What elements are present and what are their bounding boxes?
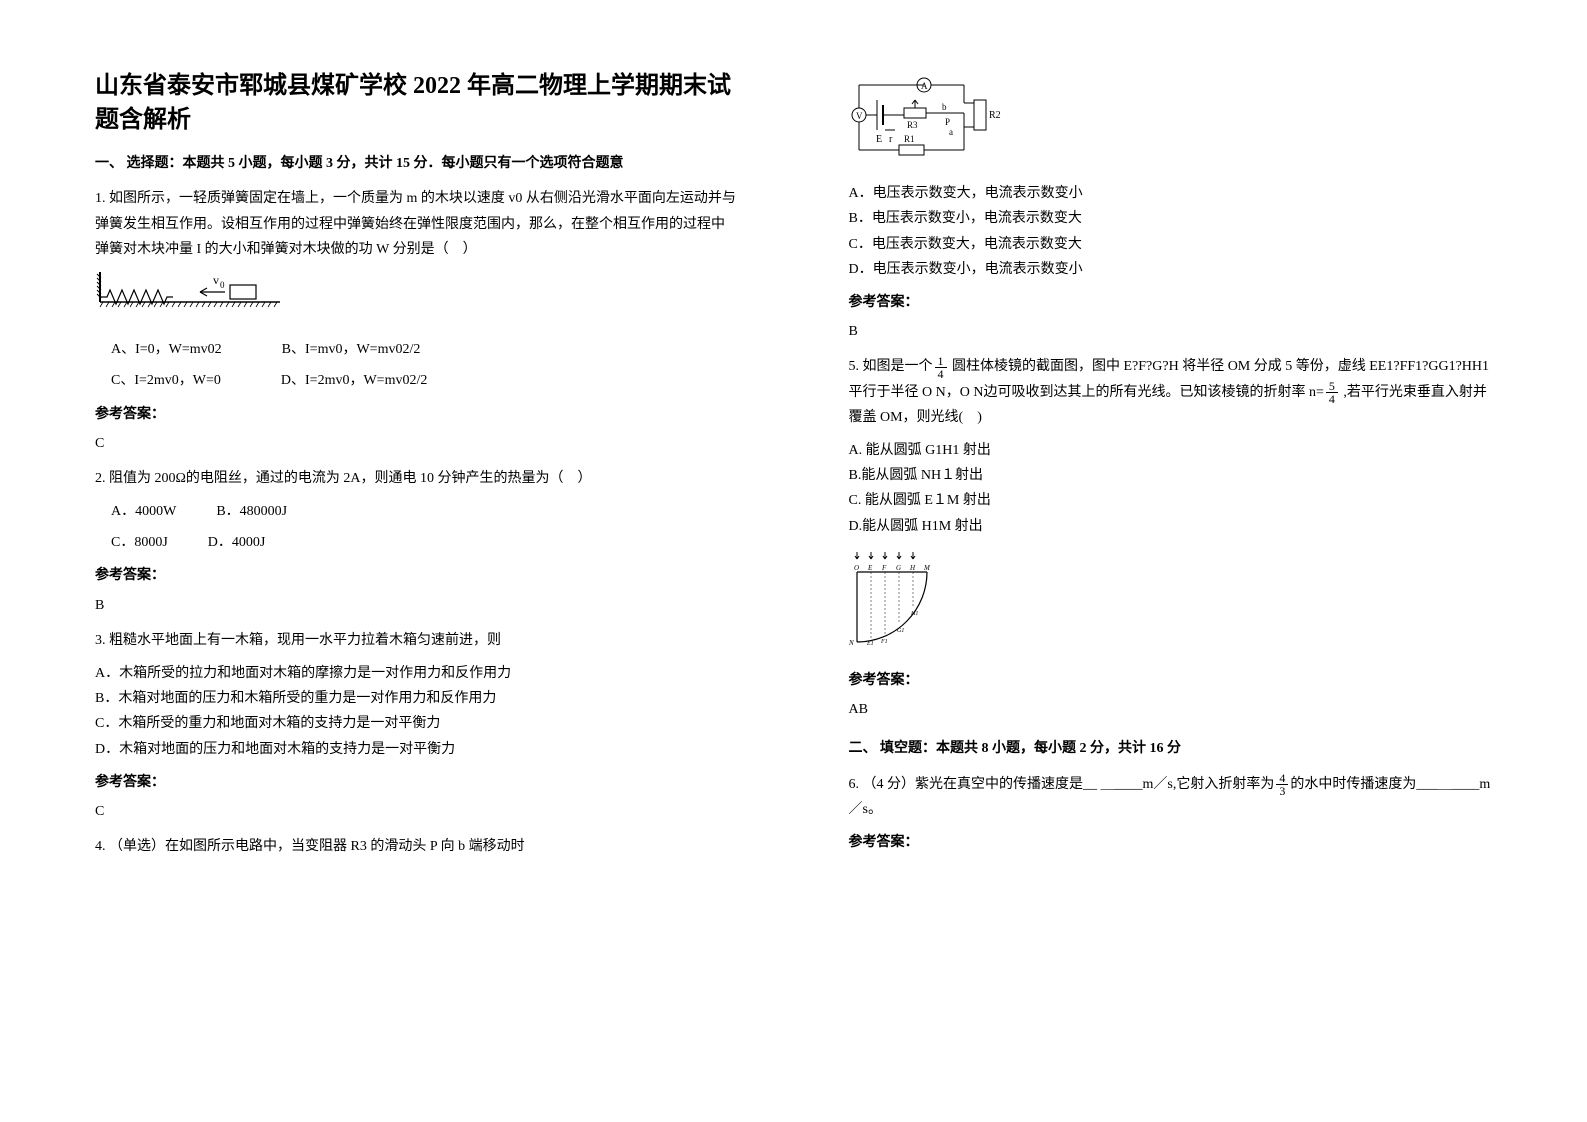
svg-text:E: E <box>876 134 882 145</box>
svg-text:v: v <box>213 273 219 287</box>
q2-answer-label: 参考答案： <box>95 563 739 588</box>
left-column: 山东省泰安市郓城县煤矿学校 2022 年高二物理上学期期末试题含解析 一、 选择… <box>40 70 794 867</box>
q4-text: 4. （单选）在如图所示电路中，当变阻器 R3 的滑动头 P 向 b 端移动时 <box>95 834 739 859</box>
q1-optD: D、I=2mv0，W=mv02/2 <box>281 368 427 393</box>
svg-text:0: 0 <box>220 280 225 290</box>
q1-optA: A、I=0，W=mv02 <box>111 337 222 362</box>
svg-text:A: A <box>921 81 928 91</box>
svg-text:G1: G1 <box>897 628 904 634</box>
q5-answer: AB <box>849 697 1493 722</box>
q3-optD: D．木箱对地面的压力和地面对木箱的支持力是一对平衡力 <box>95 737 739 762</box>
q2-answer: B <box>95 593 739 618</box>
fraction-4-3: 43 <box>1276 772 1288 797</box>
q4-optD: D．电压表示数变小，电流表示数变小 <box>849 257 1493 282</box>
circuit-diagram: V E r A R3 b P R2 <box>849 70 1493 169</box>
q5-answer-label: 参考答案： <box>849 668 1493 693</box>
right-column: V E r A R3 b P R2 <box>794 70 1548 867</box>
section2-header: 二、 填空题：本题共 8 小题，每小题 2 分，共计 16 分 <box>849 736 1493 761</box>
q2-options-ab: A．4000W B．480000J <box>111 499 739 524</box>
q5-optC: C. 能从圆弧 E１M 射出 <box>849 488 1493 513</box>
svg-text:H: H <box>909 564 916 572</box>
q6-answer-label: 参考答案： <box>849 830 1493 855</box>
q4-optC: C．电压表示数变大，电流表示数变大 <box>849 232 1493 257</box>
svg-text:b: b <box>942 102 947 112</box>
prism-diagram: O E F G H M H1 G1 N E1 F1 <box>849 547 1493 656</box>
svg-text:G: G <box>896 564 901 572</box>
q6-text: 6. （4 分）紫光在真空中的传播速度是__ ＿____m／s,它射入折射率为4… <box>849 772 1493 822</box>
q5-optB: B.能从圆弧 NH１射出 <box>849 463 1493 488</box>
q1-options-ab: A、I=0，W=mv02 B、I=mv0，W=mv02/2 <box>111 337 739 362</box>
q3-answer-label: 参考答案： <box>95 770 739 795</box>
q2-optA: A．4000W <box>111 499 176 524</box>
svg-text:F1: F1 <box>880 639 888 645</box>
exam-title: 山东省泰安市郓城县煤矿学校 2022 年高二物理上学期期末试题含解析 <box>95 70 739 137</box>
svg-text:N: N <box>849 639 854 647</box>
q4-optB: B．电压表示数变小，电流表示数变大 <box>849 206 1493 231</box>
q3-answer: C <box>95 799 739 824</box>
q1-optB: B、I=mv0，W=mv02/2 <box>282 337 421 362</box>
svg-text:V: V <box>856 111 863 121</box>
q3-text: 3. 粗糙水平地面上有一木箱，现用一水平力拉着木箱匀速前进，则 <box>95 628 739 653</box>
q2-text: 2. 阻值为 200Ω的电阻丝，通过的电流为 2A，则通电 10 分钟产生的热量… <box>95 466 739 491</box>
q4-answer-label: 参考答案： <box>849 290 1493 315</box>
spring-diagram: v 0 <box>95 272 739 321</box>
q3-optA: A．木箱所受的拉力和地面对木箱的摩擦力是一对作用力和反作用力 <box>95 661 739 686</box>
svg-text:H1: H1 <box>910 611 918 617</box>
q6-p1: 6. （4 分）紫光在真空中的传播速度是__ ＿____m／s,它射入折射率为 <box>849 777 1275 792</box>
svg-text:a: a <box>949 127 953 137</box>
svg-text:R1: R1 <box>904 134 915 144</box>
svg-text:M: M <box>923 564 931 572</box>
q1-optC: C、I=2mv0，W=0 <box>111 368 221 393</box>
svg-text:F: F <box>881 564 887 572</box>
q1-answer-label: 参考答案： <box>95 402 739 427</box>
section1-header: 一、 选择题：本题共 5 小题，每小题 3 分，共计 15 分．每小题只有一个选… <box>95 151 739 176</box>
svg-text:O: O <box>854 564 859 572</box>
q1-text: 1. 如图所示，一轻质弹簧固定在墙上，一个质量为 m 的木块以速度 v0 从右侧… <box>95 186 739 262</box>
q5-p1: 5. 如图是一个 <box>849 359 933 374</box>
svg-text:R3: R3 <box>907 120 918 130</box>
q5-optD: D.能从圆弧 H1M 射出 <box>849 514 1493 539</box>
svg-text:P: P <box>945 117 950 127</box>
q1-options-cd: C、I=2mv0，W=0 D、I=2mv0，W=mv02/2 <box>111 368 739 393</box>
q4-answer: B <box>849 319 1493 344</box>
fraction-5-4: 54 <box>1326 380 1338 405</box>
q3-optC: C．木箱所受的重力和地面对木箱的支持力是一对平衡力 <box>95 711 739 736</box>
fraction-1-4: 14 <box>935 355 947 380</box>
q1-answer: C <box>95 431 739 456</box>
q2-options-cd: C．8000J D．4000J <box>111 530 739 555</box>
q2-optD: D．4000J <box>208 530 266 555</box>
q2-optB: B．480000J <box>216 499 287 524</box>
q4-optA: A．电压表示数变大，电流表示数变小 <box>849 181 1493 206</box>
svg-text:E: E <box>867 564 873 572</box>
svg-text:E1: E1 <box>866 641 874 647</box>
svg-text:r: r <box>889 134 893 145</box>
svg-text:R2: R2 <box>989 110 1001 121</box>
q5-optA: A. 能从圆弧 G1H1 射出 <box>849 438 1493 463</box>
q5-text: 5. 如图是一个14 圆柱体棱镜的截面图，图中 E?F?G?H 将半径 OM 分… <box>849 354 1493 430</box>
q3-optB: B．木箱对地面的压力和木箱所受的重力是一对作用力和反作用力 <box>95 686 739 711</box>
q2-optC: C．8000J <box>111 530 168 555</box>
